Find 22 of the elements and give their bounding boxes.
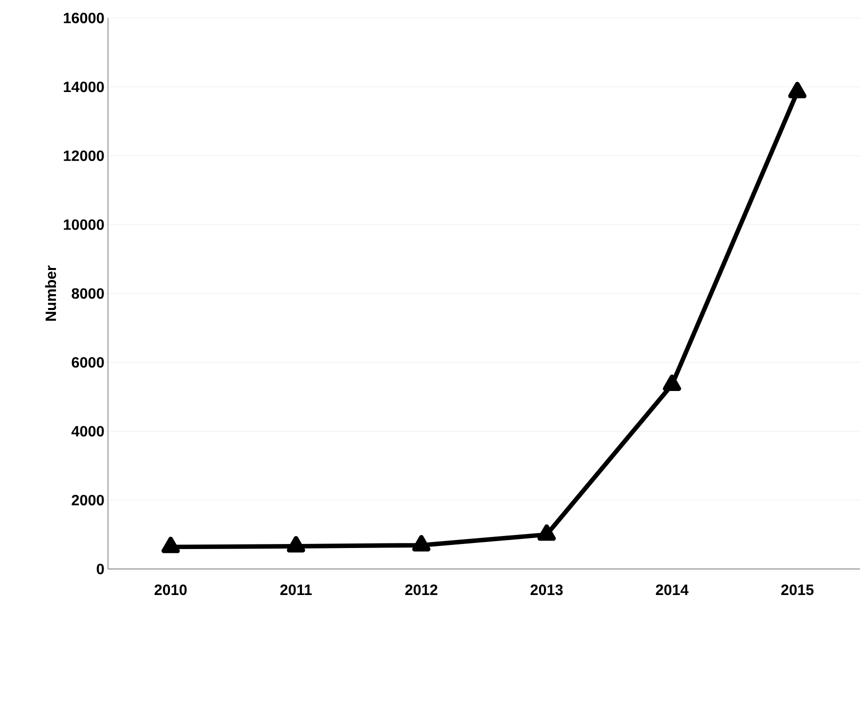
- y-tick-label: 8000: [72, 288, 104, 299]
- y-tick-label: 6000: [72, 357, 104, 368]
- x-tick-label: 2012: [405, 584, 438, 596]
- point: [662, 374, 682, 391]
- y-tick-label: 14000: [64, 82, 104, 92]
- point: [162, 536, 180, 554]
- point: [538, 524, 556, 541]
- y-tick-label: 2000: [72, 494, 104, 506]
- point: [286, 536, 306, 552]
- y-tick-label: 4000: [71, 426, 104, 437]
- y-tick-label: 0: [96, 564, 104, 574]
- x-tick-label: 2013: [530, 584, 563, 596]
- x-tick-label: 2011: [280, 584, 312, 596]
- x-tick-label: 2015: [781, 584, 814, 596]
- point: [412, 535, 430, 552]
- y-tick-label: 10000: [64, 219, 104, 230]
- y-tick-label: 12000: [64, 150, 104, 162]
- y-axis-title: Number: [45, 265, 56, 321]
- point: [788, 82, 806, 98]
- x-tick-label: 2010: [154, 584, 187, 596]
- x-tick-label: 2014: [656, 584, 689, 596]
- y-tick-label: 16000: [64, 12, 104, 24]
